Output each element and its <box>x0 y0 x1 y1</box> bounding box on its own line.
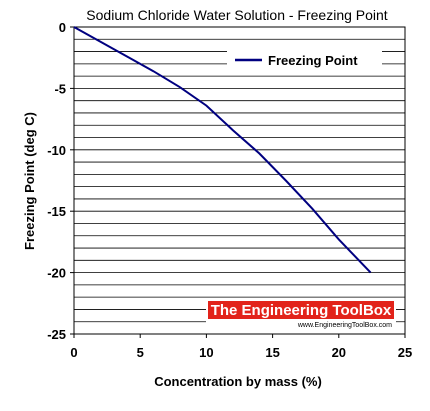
legend: Freezing Point <box>227 45 382 75</box>
watermark-url: www.EngineeringToolBox.com <box>297 322 392 329</box>
chart-title: Sodium Chloride Water Solution - Freezin… <box>86 7 388 23</box>
x-tick-label: 10 <box>199 345 213 360</box>
y-tick-label: -5 <box>54 81 66 96</box>
watermark-title-bar <box>208 301 394 319</box>
x-tick-label: 15 <box>265 345 279 360</box>
x-axis-label: Concentration by mass (%) <box>154 374 322 389</box>
x-tick-label: 0 <box>70 345 77 360</box>
y-tick-label: -25 <box>47 327 66 342</box>
x-axis-ticks: 0 5 10 15 20 25 <box>70 334 412 360</box>
y-tick-label: 0 <box>59 20 66 35</box>
x-tick-label: 25 <box>398 345 412 360</box>
series-line-freezing-point <box>73 26 372 274</box>
watermark-logo: The Engineering ToolBox www.EngineeringT… <box>206 299 396 329</box>
x-tick-label: 20 <box>332 345 346 360</box>
y-axis-label: Freezing Point (deg C) <box>22 112 37 250</box>
x-tick-label: 5 <box>137 345 144 360</box>
plot-area <box>73 26 406 335</box>
y-tick-label: -10 <box>47 143 66 158</box>
watermark-title: The Engineering ToolBox <box>211 302 392 319</box>
y-tick-label: -15 <box>47 204 66 219</box>
y-tick-label: -20 <box>47 266 66 281</box>
legend-label: Freezing Point <box>268 53 358 68</box>
y-axis-ticks: 0 -5 -10 -15 -20 -25 <box>47 20 74 342</box>
